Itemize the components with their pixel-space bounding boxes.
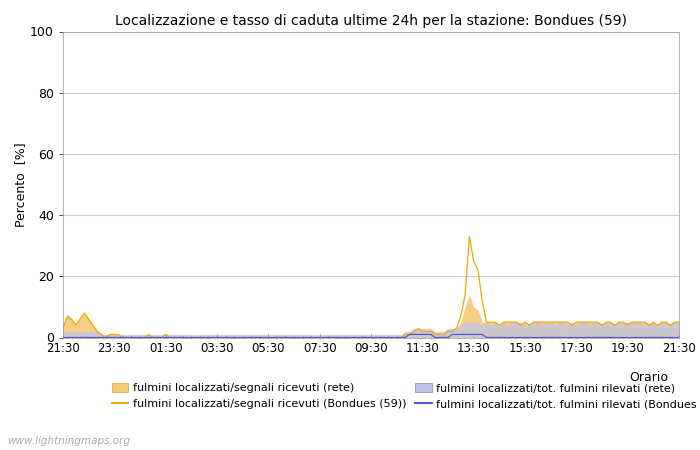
Text: www.lightningmaps.org: www.lightningmaps.org	[7, 436, 130, 446]
Text: Orario: Orario	[629, 371, 668, 384]
Legend: fulmini localizzati/segnali ricevuti (rete), fulmini localizzati/segnali ricevut: fulmini localizzati/segnali ricevuti (re…	[112, 383, 700, 410]
Title: Localizzazione e tasso di caduta ultime 24h per la stazione: Bondues (59): Localizzazione e tasso di caduta ultime …	[115, 14, 627, 27]
Y-axis label: Percento  [%]: Percento [%]	[14, 142, 27, 227]
